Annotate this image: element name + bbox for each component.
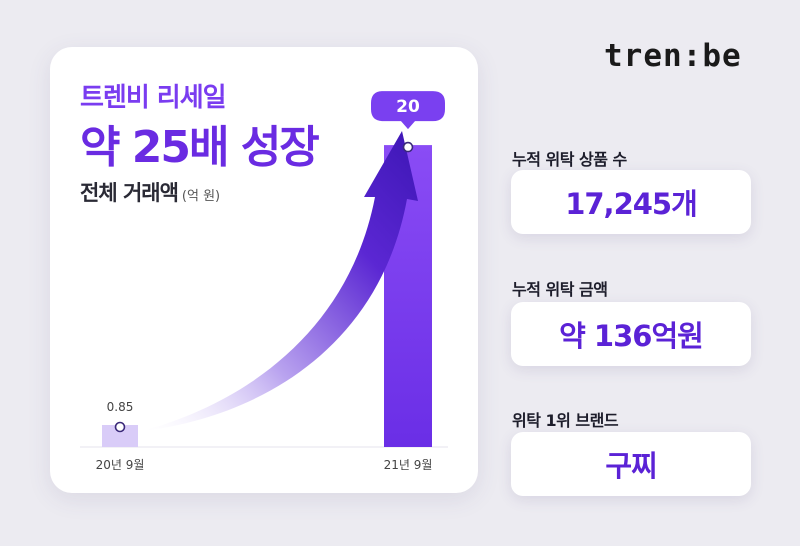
data-label-0: 0.85 <box>107 400 134 414</box>
data-point-0 <box>114 421 126 433</box>
markers-layer: 0.85 20 <box>107 91 445 433</box>
stat-label-consigned-amount: 누적 위탁 금액 <box>512 280 608 299</box>
stat-box-consigned-items: 17,245개 <box>511 170 751 234</box>
stat-value-top-brand: 구찌 <box>605 449 657 483</box>
stat-label-consigned-items: 누적 위탁 상품 수 <box>512 150 627 169</box>
chart-subtitle: 트렌비 리세일 <box>80 83 227 113</box>
x-tick-label-1: 21년 9월 <box>384 458 433 472</box>
x-tick-label-0: 20년 9월 <box>96 458 145 472</box>
stat-box-top-brand: 구찌 <box>511 432 751 496</box>
description-text: 전체 거래액 <box>80 181 179 205</box>
stat-value-consigned-items: 17,245개 <box>565 187 698 221</box>
chart-title: 약 25배 성장 <box>80 122 320 173</box>
data-label-1: 20 <box>396 97 420 117</box>
stat-label-top-brand: 위탁 1위 브랜드 <box>512 411 619 430</box>
stat-box-consigned-amount: 약 136억원 <box>511 302 751 366</box>
growth-arrow <box>142 131 418 431</box>
data-point-1 <box>402 141 414 153</box>
bar-0 <box>102 425 138 447</box>
unit-label: (억 원) <box>181 189 221 204</box>
value-callout-bubble <box>371 91 445 130</box>
stat-value-consigned-amount: 약 136억원 <box>559 319 704 353</box>
trenbe-logo: tren:be <box>604 38 742 74</box>
chart-description: 전체 거래액 (억 원) <box>80 177 220 207</box>
growth-chart: 20년 9월 21년 9월 0.85 20 <box>80 91 448 472</box>
chart-card: 트렌비 리세일 약 25배 성장 전체 거래액 (억 원) 20년 9월 21년 9… <box>50 47 478 493</box>
